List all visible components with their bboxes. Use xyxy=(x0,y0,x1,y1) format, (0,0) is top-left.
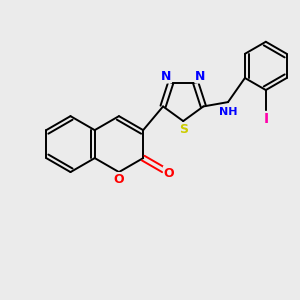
Text: NH: NH xyxy=(219,106,237,116)
Text: O: O xyxy=(164,167,175,180)
Text: O: O xyxy=(114,173,124,186)
Text: S: S xyxy=(179,123,188,136)
Text: N: N xyxy=(161,70,171,83)
Text: I: I xyxy=(263,112,268,126)
Text: N: N xyxy=(195,70,206,83)
